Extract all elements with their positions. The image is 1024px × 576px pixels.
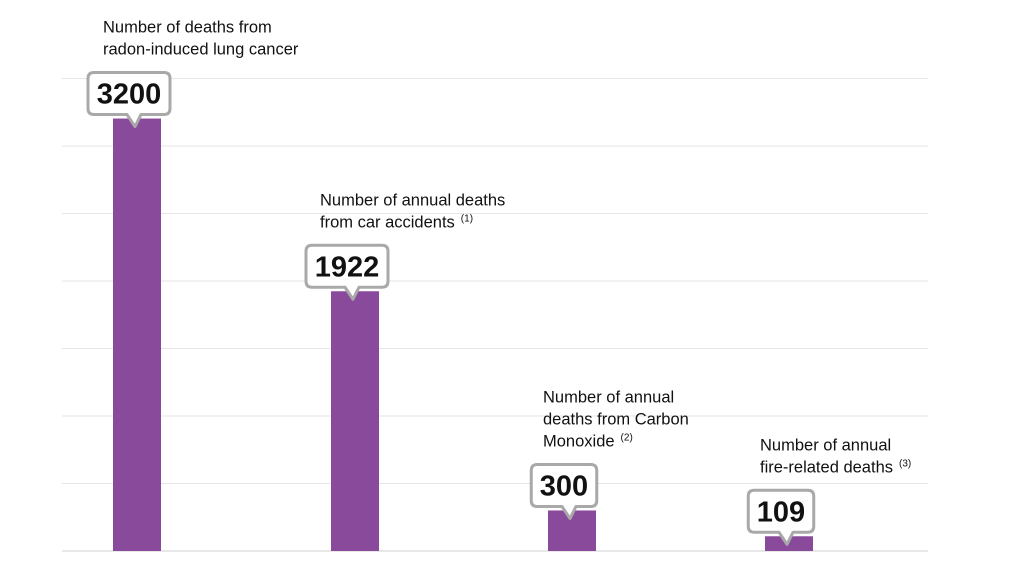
bars	[113, 118, 813, 552]
gridlines	[62, 78, 928, 552]
value-callout-2	[304, 243, 390, 301]
category-label-1: Number of deaths from radon-induced lung …	[103, 19, 299, 59]
bar-4	[765, 536, 813, 551]
category-label-3: Number of annual deaths from Carbon Monoxi…	[543, 388, 689, 450]
bar-2	[331, 291, 379, 551]
value-callout-4	[746, 488, 816, 546]
labels: 3200 Number of deaths from radon-induced l…	[86, 19, 911, 546]
data-label-3: 300	[540, 470, 588, 502]
data-label-1: 3200	[97, 79, 162, 111]
data-label-4: 109	[757, 496, 805, 528]
bar-1	[113, 118, 161, 552]
category-label-2: Number of annual deaths from car accident…	[320, 191, 505, 231]
category-label-4: Number of annual fire-related deaths (3)	[760, 436, 911, 476]
value-callout-3	[529, 462, 599, 520]
value-callout-1	[86, 71, 172, 129]
data-label-2: 1922	[315, 251, 380, 283]
